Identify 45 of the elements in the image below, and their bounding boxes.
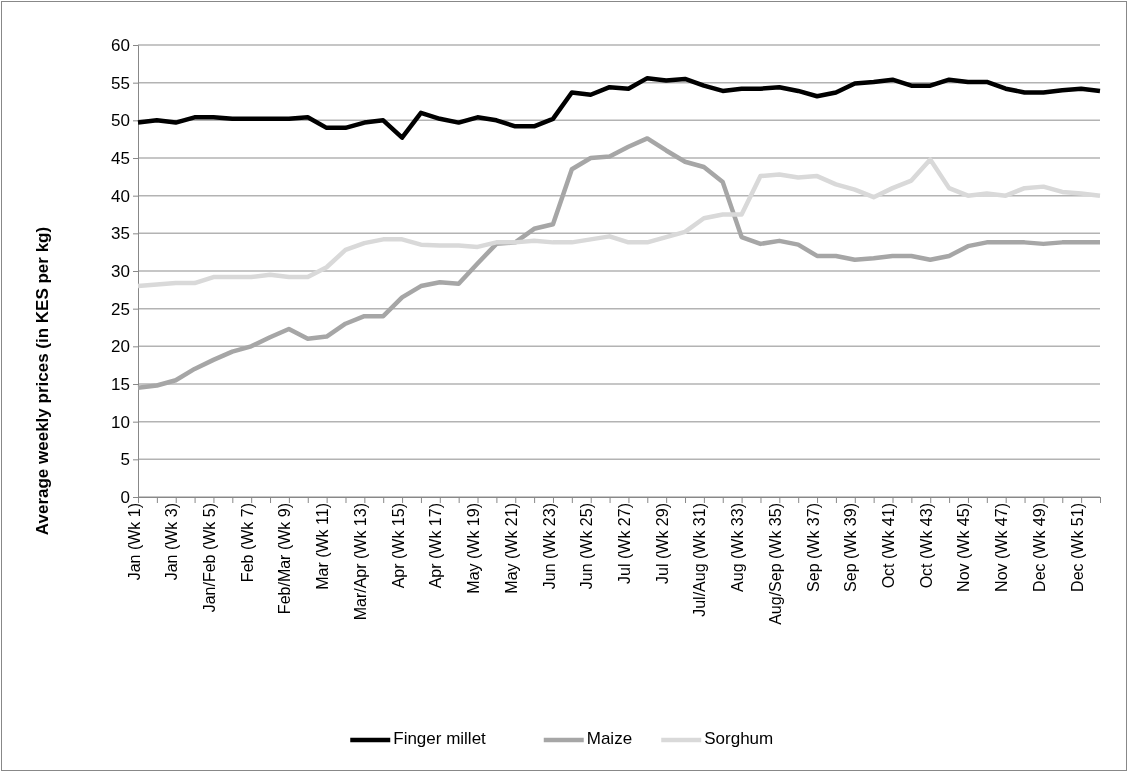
line-series [135,136,1103,391]
x-tick-label: Nov (Wk 45) [955,503,973,592]
x-tick-label: Mar (Wk 11) [314,503,332,590]
x-tick-label: Oct (Wk 43) [917,503,935,589]
x-tick-label: Dec (Wk 51) [1068,503,1086,592]
y-tick-label: 55 [111,73,130,93]
y-tick-label: 15 [111,374,130,394]
legend-label: Maize [586,729,633,749]
y-tick-label: 50 [111,111,130,131]
x-tick-label: Jan (Wk 1) [125,503,143,581]
x-tick-label: Jan (Wk 3) [163,503,181,581]
x-tick-label: Jul (Wk 29) [653,503,671,584]
y-tick-label: 20 [111,337,130,357]
x-tick-label: Jul/Aug (Wk 31) [691,503,709,617]
x-tick-label: Aug/Sep (Wk 35) [766,503,784,625]
x-tick-label: Sep (Wk 39) [842,503,860,592]
x-tick-label: Dec (Wk 49) [1030,503,1048,592]
x-tick-label: Mar/Apr (Wk 13) [351,503,369,621]
x-tick-label: Apr (Wk 17) [427,503,445,589]
y-tick-label: 5 [120,450,130,470]
y-tick-label: 60 [111,35,130,55]
legend-label: Sorghum [704,729,774,749]
x-tick-label: Feb/Mar (Wk 9) [276,503,294,615]
x-tick-label: Aug (Wk 33) [729,503,747,592]
x-tick-label: May (Wk 19) [465,503,483,594]
line-series [135,157,1103,289]
x-tick-label: Feb (Wk 7) [238,503,256,583]
x-tick-label: Jun (Wk 23) [540,503,558,590]
x-tick-label: Jan/Feb (Wk 5) [200,503,218,613]
y-tick-label: 10 [111,412,130,432]
x-tick-label: Sep (Wk 37) [804,503,822,592]
y-tick-label: 45 [111,148,130,168]
x-tick-label: Jun (Wk 25) [578,503,596,590]
x-tick-label: Nov (Wk 47) [993,503,1011,592]
legend-label: Finger millet [393,729,487,749]
x-tick-label: Oct (Wk 41) [880,503,898,589]
y-tick-label: 25 [111,299,130,319]
x-tick-label: May (Wk 21) [502,503,520,594]
x-tick-label: Apr (Wk 15) [389,503,407,589]
y-tick-label: 40 [111,186,130,206]
y-tick-label: 35 [111,224,130,244]
line-series [135,75,1103,140]
y-axis-title: Average weekly prices (in KES per kg) [33,226,52,536]
x-tick-label: Jul (Wk 27) [615,503,633,584]
y-tick-label: 30 [111,261,130,281]
